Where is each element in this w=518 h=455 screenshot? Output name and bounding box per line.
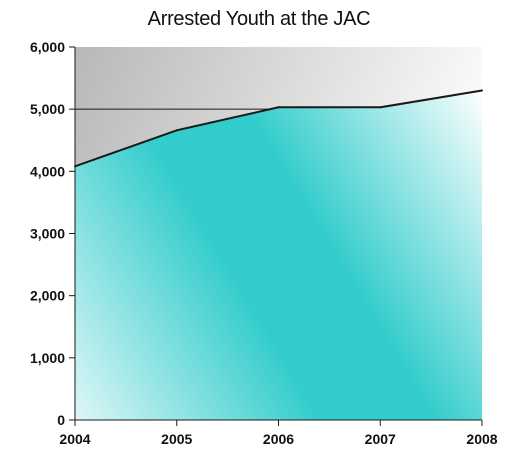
data-point-2008 [481,89,483,92]
data-point-2007 [379,106,382,109]
x-tick-label: 2006 [263,431,294,447]
x-tick-label: 2004 [59,431,90,447]
x-tick-label: 2005 [161,431,192,447]
data-point-2006 [277,106,280,109]
x-ticks: 2004 2005 2006 2007 2008 [59,420,498,447]
y-tick-label: 5,000 [30,101,65,117]
x-tick-label: 2007 [365,431,396,447]
area-series [75,90,482,421]
y-tick-label: 2,000 [30,288,65,304]
y-tick-label: 1,000 [30,350,65,366]
y-tick-label: 3,000 [30,226,65,242]
axes [69,47,482,426]
data-point-2005 [175,129,178,132]
y-tick-label: 4,000 [30,163,65,179]
x-tick-label: 2008 [466,431,497,447]
y-tick-label: 6,000 [30,39,65,55]
y-ticks: 0 1,000 2,000 3,000 4,000 5,000 6,000 [30,39,75,428]
chart-title: Arrested Youth at the JAC [147,8,371,30]
y-tick-label: 0 [57,412,65,428]
